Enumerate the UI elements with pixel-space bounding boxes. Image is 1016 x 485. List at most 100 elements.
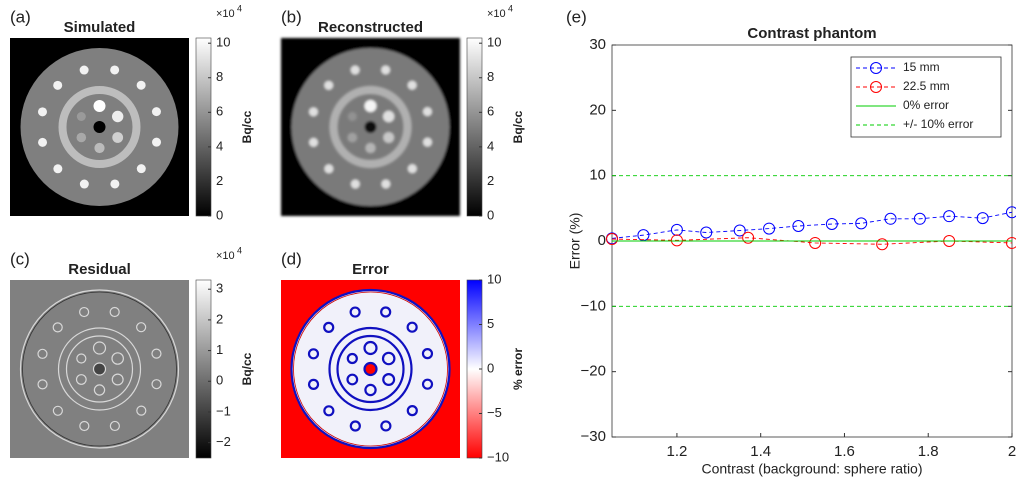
colorbar-tick-label: 5 xyxy=(487,316,494,331)
inner-sphere xyxy=(348,375,358,385)
outer-sphere xyxy=(381,421,390,430)
outer-sphere xyxy=(324,81,333,90)
phantom-center xyxy=(365,121,377,133)
colorbar-tick-label: 6 xyxy=(487,104,494,119)
y-tick-label: −20 xyxy=(581,363,606,380)
x-tick-label: 1.8 xyxy=(918,443,939,460)
colorbar-tick-label: 10 xyxy=(487,271,501,286)
inner-sphere xyxy=(112,374,123,385)
colorbar xyxy=(467,38,482,216)
colorbar-tick-label: 3 xyxy=(216,281,223,296)
y-tick-label: 30 xyxy=(589,36,606,53)
phantom-image xyxy=(10,38,189,216)
outer-sphere xyxy=(408,81,417,90)
phantom-center xyxy=(94,363,106,375)
inner-sphere xyxy=(365,385,375,395)
outer-sphere xyxy=(351,422,360,431)
colorbar-tick-label: 8 xyxy=(216,69,223,84)
phantom-image xyxy=(281,280,460,458)
outer-sphere xyxy=(351,180,360,189)
colorbar-label: Bq/cc xyxy=(511,110,525,143)
figure: (a)Simulated0246810Bq/cc×104(b)Reconstru… xyxy=(0,0,1016,485)
colorbar-tick-label: 2 xyxy=(487,173,494,188)
x-tick-label: 1.4 xyxy=(750,443,771,460)
y-axis-label: Error (%) xyxy=(567,213,583,270)
outer-sphere xyxy=(53,81,62,90)
inner-sphere xyxy=(383,353,394,364)
inner-sphere xyxy=(383,111,394,122)
inner-sphere xyxy=(112,132,123,143)
outer-sphere xyxy=(381,65,390,74)
panel-label: (e) xyxy=(566,7,587,26)
multiplier-exponent: 4 xyxy=(508,3,513,13)
outer-sphere xyxy=(324,406,333,415)
multiplier: ×10 xyxy=(216,250,235,262)
outer-sphere xyxy=(80,66,89,75)
colorbar-label: % error xyxy=(511,348,525,390)
legend-label: 0% error xyxy=(903,98,949,112)
x-tick-label: 1.6 xyxy=(834,443,855,460)
outer-sphere xyxy=(80,308,89,317)
panel-label: (b) xyxy=(281,7,302,26)
colorbar-tick-label: 4 xyxy=(487,138,494,153)
inner-sphere xyxy=(348,133,358,143)
y-tick-label: −10 xyxy=(581,297,606,314)
outer-sphere xyxy=(423,349,432,358)
y-tick-label: 10 xyxy=(589,167,606,184)
colorbar-label: Bq/cc xyxy=(240,352,254,385)
colorbar-tick-label: −2 xyxy=(216,434,231,449)
phantom-center xyxy=(94,121,106,133)
panel-label: (d) xyxy=(281,249,302,268)
colorbar-tick-label: 0 xyxy=(487,207,494,222)
inner-sphere xyxy=(94,100,106,112)
outer-sphere xyxy=(381,307,390,316)
inner-sphere xyxy=(94,342,106,354)
outer-sphere xyxy=(137,406,146,415)
inner-sphere xyxy=(77,375,87,385)
colorbar-tick-label: 0 xyxy=(216,207,223,222)
multiplier: ×10 xyxy=(216,8,235,20)
outer-sphere xyxy=(53,323,62,332)
inner-sphere xyxy=(112,111,123,122)
outer-sphere xyxy=(80,180,89,189)
image-title: Residual xyxy=(68,261,131,278)
inner-sphere xyxy=(348,112,357,121)
colorbar-tick-label: 0 xyxy=(487,360,494,375)
x-axis-label: Contrast (background: sphere ratio) xyxy=(702,461,923,477)
legend-label: 15 mm xyxy=(903,60,940,74)
colorbar-tick-label: 4 xyxy=(216,138,223,153)
panel-label: (c) xyxy=(10,249,30,268)
colorbar-label: Bq/cc xyxy=(240,110,254,143)
outer-sphere xyxy=(423,107,432,116)
inner-sphere xyxy=(77,354,86,363)
y-tick-label: 0 xyxy=(598,232,606,249)
colorbar-tick-label: −10 xyxy=(487,449,509,464)
phantom-image xyxy=(281,38,460,216)
outer-sphere xyxy=(324,164,333,173)
outer-sphere xyxy=(38,349,47,358)
x-tick-label: 1.2 xyxy=(666,443,687,460)
outer-sphere xyxy=(152,349,161,358)
y-tick-label: 20 xyxy=(589,101,606,118)
inner-sphere xyxy=(77,133,87,143)
outer-sphere xyxy=(351,66,360,75)
inner-sphere xyxy=(112,353,123,364)
inner-sphere xyxy=(365,342,377,354)
outer-sphere xyxy=(53,164,62,173)
x-tick-label: 2 xyxy=(1008,443,1016,460)
outer-sphere xyxy=(309,349,318,358)
outer-sphere xyxy=(408,406,417,415)
inner-sphere xyxy=(365,100,377,112)
outer-sphere xyxy=(423,380,432,389)
outer-sphere xyxy=(408,323,417,332)
colorbar-tick-label: 1 xyxy=(216,342,223,357)
multiplier: ×10 xyxy=(487,8,506,20)
phantom-image xyxy=(10,280,189,458)
colorbar-tick-label: −5 xyxy=(487,405,502,420)
outer-sphere xyxy=(381,179,390,188)
outer-sphere xyxy=(53,406,62,415)
outer-sphere xyxy=(38,107,47,116)
outer-sphere xyxy=(423,138,432,147)
colorbar-tick-label: 8 xyxy=(487,69,494,84)
inner-sphere xyxy=(94,385,104,395)
